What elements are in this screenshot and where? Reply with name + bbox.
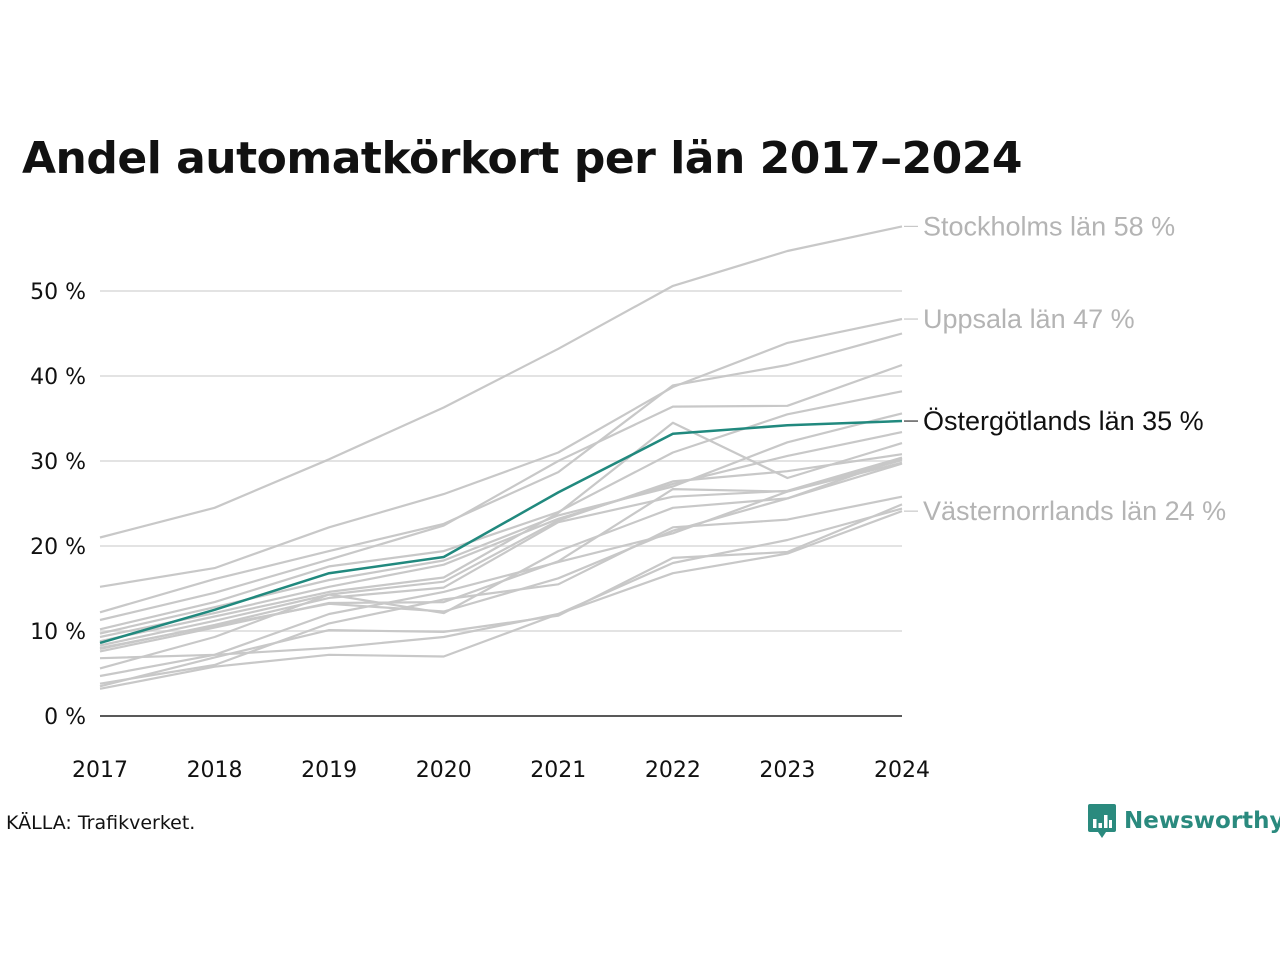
y-tick-label: 10 % — [30, 620, 86, 645]
series-line-county-17 — [99, 507, 903, 660]
background-series — [99, 225, 903, 690]
y-tick-label: 20 % — [30, 535, 86, 560]
x-tick-label: 2018 — [187, 758, 243, 783]
series-line-county-18 — [99, 457, 903, 650]
y-tick-label: 50 % — [30, 280, 86, 305]
series-line-county-6 — [99, 390, 903, 631]
x-tick-label: 2023 — [759, 758, 815, 783]
x-tick-label: 2024 — [874, 758, 930, 783]
series-line-county-13 — [99, 462, 903, 670]
series-line-county-9 — [99, 421, 903, 643]
y-tick-label: 0 % — [44, 705, 86, 730]
brand-logo[interactable]: Newsworthy — [1088, 804, 1280, 838]
x-tick-label: 2020 — [416, 758, 472, 783]
series-end-labels: Stockholms län 58 % Uppsala län 47 % Öster… — [904, 211, 1226, 526]
series-line-county-15 — [99, 495, 903, 685]
series-line-county-4 — [99, 332, 903, 614]
highlighted-series — [99, 419, 903, 645]
series-line-county-10 — [99, 453, 903, 647]
series-label-uppsala-län: Uppsala län 47 % — [923, 304, 1135, 334]
series-label-östergötlands-län: Östergötlands län 35 % — [923, 406, 1204, 436]
series-line-uppsala-län — [99, 317, 903, 588]
series-line-county-5 — [99, 363, 903, 622]
brand-name: Newsworthy — [1124, 808, 1280, 834]
series-line-county-14 — [99, 461, 903, 678]
x-axis-tick-labels: 2017 2018 2019 2020 2021 2022 2023 2024 — [72, 758, 930, 783]
x-tick-label: 2021 — [530, 758, 586, 783]
series-line-östergötlands-län — [99, 419, 903, 645]
series-line-västernorrlands-län — [99, 510, 903, 690]
series-line-county-8 — [99, 431, 903, 639]
x-tick-label: 2017 — [72, 758, 128, 783]
y-axis-tick-labels: 0 % 10 % 20 % 30 % 40 % 50 % — [30, 280, 86, 730]
series-label-västernorrlands-län: Västernorrlands län 24 % — [923, 496, 1226, 526]
bar-chart-speech-bubble-icon — [1088, 804, 1116, 838]
x-tick-label: 2022 — [645, 758, 701, 783]
x-tick-label: 2019 — [301, 758, 357, 783]
series-label-stockholms-län: Stockholms län 58 % — [923, 211, 1175, 241]
source-note: KÄLLA: Trafikverket. — [6, 812, 196, 834]
y-tick-label: 30 % — [30, 450, 86, 475]
series-line-stockholms-län — [99, 225, 903, 539]
chart-title: Andel automatkörkort per län 2017–2024 — [22, 133, 1023, 184]
y-tick-label: 40 % — [30, 365, 86, 390]
